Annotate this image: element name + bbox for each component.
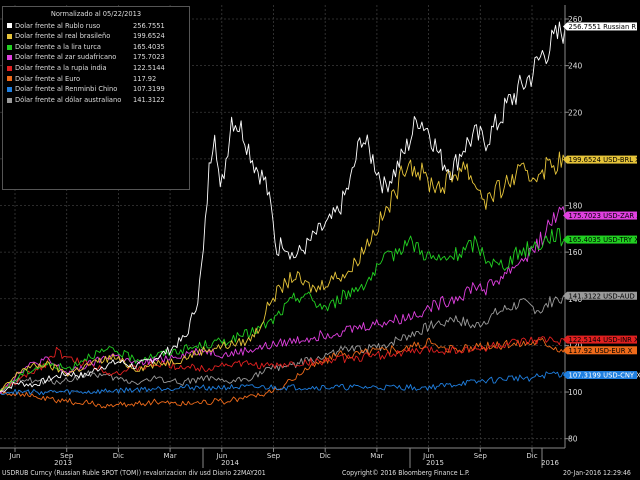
series-line <box>0 228 566 392</box>
y-tick-label: 120 <box>568 341 583 350</box>
legend-series-value: 117.92 <box>133 73 157 83</box>
series-end-tag <box>567 22 637 31</box>
series-end-tag <box>567 346 637 355</box>
legend-swatch <box>7 86 12 92</box>
legend-series-name: Dolar frente a la lira turca <box>15 41 101 51</box>
series-end-tag <box>567 291 637 300</box>
series-end-tag-label: 175.7023 USD-ZAR X <box>569 212 640 220</box>
y-tick-label: 260 <box>568 15 583 24</box>
legend-swatch <box>7 97 12 103</box>
legend-item: Dolar frente a la rupia india 122.5144 <box>3 63 189 74</box>
series-line <box>0 151 566 392</box>
legend-item: Dólar frente al dólar australiano 141.312… <box>3 95 189 106</box>
y-tick-label: 220 <box>568 108 583 117</box>
legend-series-value: 175.7023 <box>133 52 165 62</box>
y-tick-label: 160 <box>568 248 583 257</box>
legend-series-name: Dolar frente al Renminbi Chino <box>15 84 118 94</box>
legend-item: Dolar frente a la lira turca 165.4035 <box>3 42 189 53</box>
x-tick-label: Sep <box>60 452 74 460</box>
legend-series-value: 122.5144 <box>133 62 165 72</box>
legend-series-value: 141.3122 <box>133 94 165 104</box>
series-line <box>0 371 566 396</box>
legend-series-name: Dolar frente al zar sudafricano <box>15 52 117 62</box>
legend-series-value: 256.7551 <box>133 20 165 30</box>
series-line <box>0 21 566 393</box>
series-end-tag-pointer <box>563 155 567 164</box>
legend-item: Dolar frente al zar sudafricano 175.7023 <box>3 52 189 63</box>
x-tick-label: Dic <box>113 452 124 460</box>
series-end-tag <box>567 335 637 344</box>
legend-series-name: Dólar frente al dólar australiano <box>15 94 122 104</box>
legend-swatch <box>7 44 12 50</box>
x-tick-label: Dic <box>526 452 537 460</box>
x-year-label: 2014 <box>221 459 239 467</box>
x-tick-label: Dic <box>320 452 331 460</box>
legend-swatch <box>7 55 12 61</box>
legend-series-value: 107.3199 <box>133 84 165 94</box>
y-tick-label: 180 <box>568 202 583 211</box>
y-axis: 80100120140160180200220240260 <box>564 5 583 448</box>
y-tick-label: 100 <box>568 388 583 397</box>
legend-series-name: Dolar frente al Euro <box>15 73 81 83</box>
series-end-tag-pointer <box>563 291 567 300</box>
chart-footer: USDRUB Curncy (Russian Ruble SPOT (TOM))… <box>0 467 640 480</box>
series-end-tag <box>567 211 637 220</box>
series-end-tag-label: 117.92 USD-EUR X <box>569 347 633 355</box>
series-end-tag-label: 107.3199 USD-CNY X <box>569 372 640 380</box>
footer-source-text: USDRUB Curncy (Russian Ruble SPOT (TOM))… <box>2 469 266 477</box>
footer-copyright: Copyright© 2016 Bloomberg Finance L.P. <box>342 469 470 477</box>
legend-swatch <box>7 76 12 82</box>
x-tick-label: Sep <box>474 452 488 460</box>
series-line <box>0 336 566 393</box>
legend-series-name: Dolar frente al Rublo ruso <box>15 20 101 30</box>
x-year-label: 2015 <box>426 459 444 467</box>
legend-title: Normalizado al 05/22/2013 <box>50 9 142 18</box>
series-end-tag <box>567 371 637 380</box>
legend-series-value: 199.6524 <box>133 31 165 41</box>
series-end-tag-label: 256.7551 Russian R <box>569 23 637 31</box>
legend-series-value: 165.4035 <box>133 41 165 51</box>
series-end-tag <box>567 155 637 164</box>
series-end-tags: 256.7551 Russian R 199.6524 USD-BRL X 175.… <box>563 22 640 380</box>
series-end-tag-label: 141.3122 USD-AUD X <box>569 292 640 300</box>
x-tick-label: Mar <box>370 452 383 460</box>
x-tick-label: Jun <box>9 452 21 460</box>
series-end-tag-pointer <box>563 211 567 220</box>
x-axis: Jun Sep Dic Mar Jun Sep Dic Mar Jun Sep Dic 2013 201… <box>0 447 565 468</box>
chart-legend: Normalizado al 05/22/2013 Dolar frente a… <box>2 6 190 190</box>
legend-swatch <box>7 65 12 71</box>
x-tick-label: Mar <box>163 452 176 460</box>
series-end-tag-pointer <box>563 335 567 344</box>
legend-swatch <box>7 23 12 29</box>
series-end-tag-pointer <box>563 371 567 380</box>
legend-series-name: Dolar frente al real brasileño <box>15 31 111 41</box>
x-tick-label: Jun <box>422 452 434 460</box>
series-end-tag-pointer <box>563 346 567 355</box>
legend-series-name: Dolar frente a la rupia india <box>15 62 107 72</box>
series-end-tag-pointer <box>563 235 567 244</box>
legend-item: Dolar frente al Renminbi Chino 107.3199 <box>3 84 189 95</box>
x-year-label: 2013 <box>54 459 72 467</box>
legend-item: Dolar frente al real brasileño 199.6524 <box>3 31 189 42</box>
chart-series-group <box>0 21 566 409</box>
x-tick-label: Jun <box>215 452 227 460</box>
footer-timestamp: 20-Jan-2016 12:29:46 <box>563 469 631 477</box>
y-tick-label: 80 <box>568 435 578 444</box>
legend-item: Dolar frente al Euro 117.92 <box>3 74 189 85</box>
y-tick-label: 240 <box>568 62 583 71</box>
series-end-tag-pointer <box>563 22 567 31</box>
legend-swatch <box>7 33 12 39</box>
series-line <box>0 206 566 394</box>
x-tick-label: Sep <box>267 452 281 460</box>
series-end-tag-label: 199.6524 USD-BRL X <box>569 156 640 164</box>
x-year-label: 2016 <box>541 459 559 467</box>
series-end-tag-label: 122.5144 USD-INR X <box>569 336 640 344</box>
series-end-tag <box>567 235 637 244</box>
series-end-tag-label: 165.4035 USD-TRY X <box>569 236 640 244</box>
legend-item: Dolar frente al Rublo ruso 256.7551 <box>3 21 189 32</box>
